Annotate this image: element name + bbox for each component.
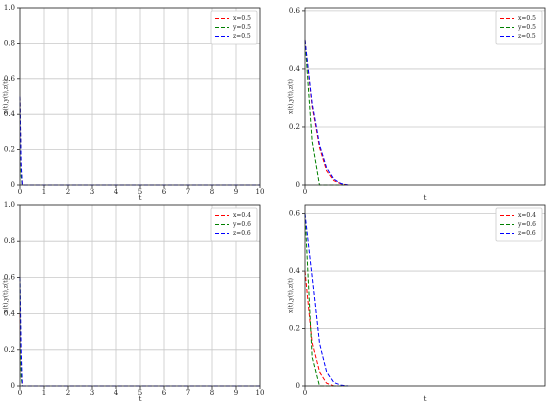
y-axis-label: x(t),y(t),z(t): [3, 278, 10, 313]
legend-label: y=0.5: [517, 24, 536, 31]
x-tick-label: 0: [18, 188, 22, 196]
x-tick-label: 10: [256, 188, 265, 196]
x-tick-label: 0: [303, 188, 307, 196]
x-tick-label: 4: [114, 188, 119, 196]
x-tick-label: 8: [210, 188, 214, 196]
y-tick-label: 0: [296, 382, 300, 390]
legend-label: x=0.5: [518, 15, 536, 22]
x-tick-label: 3: [90, 188, 94, 196]
axes-frame: [19, 204, 261, 387]
legend-box: [210, 207, 258, 242]
x-tick-label: 6: [162, 188, 167, 196]
y-tick-label: 0.4: [4, 310, 16, 318]
x-tick-label: 7: [186, 188, 190, 196]
axes-frame: [304, 7, 546, 186]
legend-box: [210, 10, 258, 45]
x-tick-label: 9: [234, 389, 238, 397]
x-tick-label: 1: [42, 188, 46, 196]
x-tick-label: 2: [66, 188, 70, 196]
y-tick-label: 0.2: [289, 325, 300, 333]
y-tick-label: 0: [11, 382, 15, 390]
legend-label: z=0.5: [233, 33, 251, 40]
y-tick-label: 0.6: [289, 210, 301, 218]
y-tick-label: 1.0: [4, 4, 15, 12]
y-axis-label: x(t),y(t),z(t): [288, 278, 295, 313]
y-tick-label: 0: [11, 181, 15, 189]
legend-label: y=0.5: [232, 24, 251, 31]
data-line: [304, 271, 349, 387]
legend-label: x=0.4: [518, 212, 536, 219]
legend-label: z=0.6: [518, 230, 536, 237]
legend-label: x=0.4: [233, 212, 251, 219]
axes-frame: [19, 7, 261, 186]
y-tick-label: 0.4: [289, 267, 301, 275]
y-tick-label: 0.2: [289, 123, 300, 131]
y-tick-label: 1.0: [4, 201, 15, 209]
y-tick-label: 0.2: [4, 146, 15, 154]
y-axis-label: x(t),y(t),z(t): [3, 79, 10, 114]
y-tick-label: 0.4: [289, 65, 301, 73]
y-axis-label: x(t),y(t),z(t): [288, 79, 295, 114]
y-tick-label: 0.6: [4, 75, 16, 83]
y-tick-label: 0.6: [289, 7, 301, 15]
axes-frame: [304, 204, 546, 387]
y-tick-label: 0.8: [4, 237, 15, 245]
x-tick-label: 8: [210, 389, 214, 397]
x-axis-label: t: [424, 395, 427, 403]
panel: 0 0.2 0.4 0.6 0.8 1.0 0 1 2 3 4 5 6 7 8 9 10 t x(t),y(t),z…: [3, 201, 265, 403]
x-tick-label: 0: [303, 389, 307, 397]
x-tick-label: 9: [234, 188, 238, 196]
legend-label: y=0.6: [232, 221, 251, 228]
legend-box: [495, 10, 543, 45]
data-line: [19, 277, 260, 387]
legend-label: y=0.6: [517, 221, 536, 228]
legend-box: [495, 207, 543, 242]
x-axis-label: t: [139, 395, 142, 403]
legend-label: z=0.6: [233, 230, 251, 237]
x-tick-label: 4: [114, 389, 119, 397]
x-tick-label: 0: [18, 389, 22, 397]
legend-label: x=0.5: [233, 15, 251, 22]
x-tick-label: 6: [162, 389, 167, 397]
x-axis-label: t: [139, 194, 142, 202]
x-tick-label: 1: [42, 389, 46, 397]
x-tick-label: 7: [186, 389, 190, 397]
y-tick-label: 0.2: [4, 346, 15, 354]
panel: 0 0.2 0.4 0.6 0.8 1.0 0 1 2 3 4 5 6 7 8 9 10 t x(t),y(t),z…: [3, 4, 265, 202]
x-tick-label: 10: [256, 389, 265, 397]
x-tick-label: 5: [138, 389, 142, 397]
y-tick-label: 0: [296, 181, 300, 189]
data-line: [304, 213, 349, 387]
x-tick-label: 5: [138, 188, 142, 196]
x-axis-label: t: [424, 194, 427, 202]
panel: 0 0.2 0.4 0.6 0 t x(t),y(t),z(t) x=0.5 y=0.5 z=0.…: [288, 7, 546, 202]
y-tick-label: 0.8: [4, 39, 15, 47]
x-tick-label: 3: [90, 389, 94, 397]
data-line: [304, 39, 349, 186]
y-tick-label: 0.6: [4, 273, 16, 281]
legend-label: z=0.5: [518, 33, 536, 40]
y-tick-label: 0.4: [4, 110, 16, 118]
x-tick-label: 2: [66, 389, 70, 397]
panel: 0 0.2 0.4 0.6 0 t x(t),y(t),z(t) x=0.4 y=0.6 z=0.…: [288, 204, 546, 403]
